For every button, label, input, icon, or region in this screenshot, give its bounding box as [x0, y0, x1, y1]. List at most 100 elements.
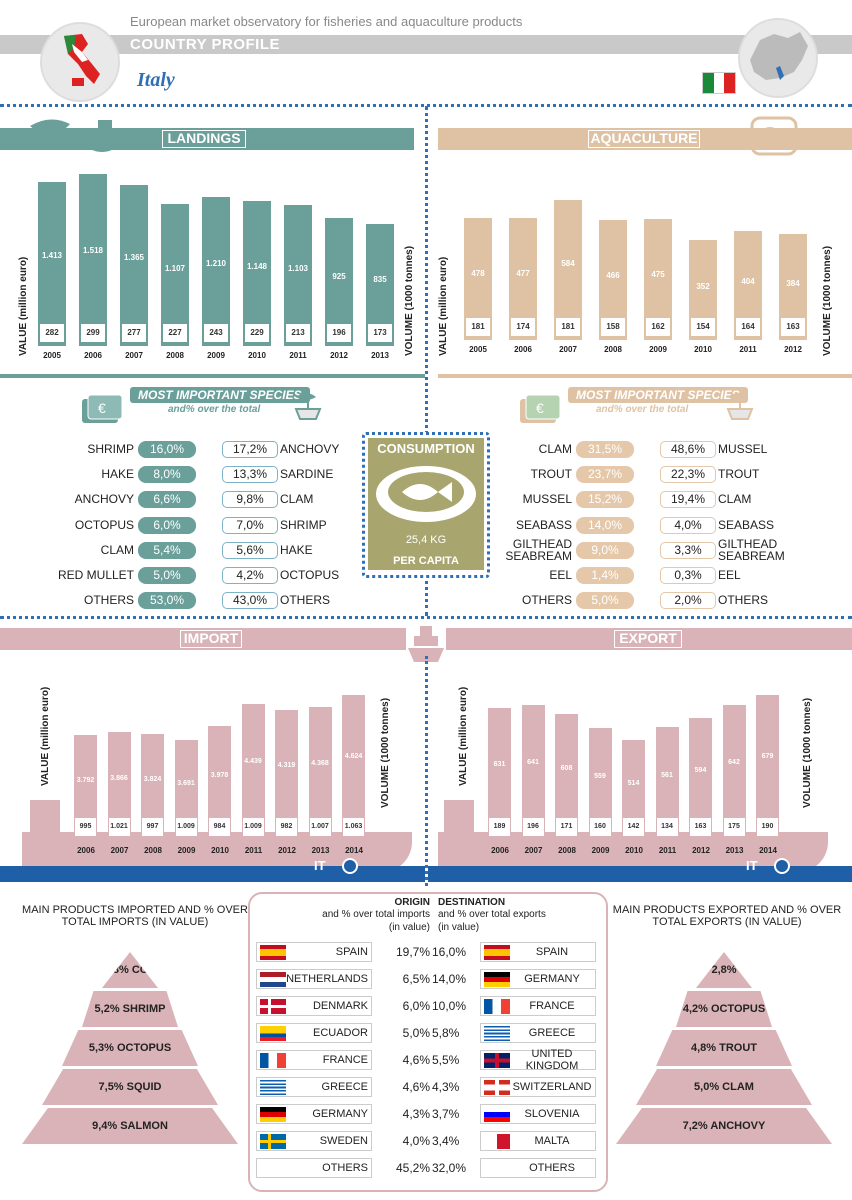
species_landings-volume-pct: 13,3%	[222, 466, 278, 484]
import-bar: 3.866 1.021	[107, 731, 131, 840]
landings-bar: 1.107 227	[161, 204, 189, 346]
landings-volume-label: 243	[204, 323, 228, 342]
export-volume-label: 196	[522, 817, 544, 836]
species_aquaculture-value-pct: 9,0%	[576, 541, 634, 559]
landings-year-label: 2011	[289, 351, 307, 360]
species_landings-volume-species: ANCHOVY	[280, 442, 340, 456]
aquaculture-year-label: 2009	[649, 345, 667, 354]
exported_products-tier: 4,8% TROUT	[656, 1030, 792, 1066]
import-bar: 3.978 984	[208, 726, 231, 840]
export-bar: 594 163	[689, 718, 712, 840]
species_aquaculture-volume-species: MUSSEL	[718, 442, 768, 456]
origin-pct: 6,5%	[402, 972, 430, 986]
landings-volume-label: 299	[81, 324, 105, 342]
species_landings-volume-species: OCTOPUS	[280, 568, 340, 582]
import-value-label: 4.439	[244, 758, 262, 766]
import-bar: 4.439 1.009	[241, 703, 265, 840]
destination-unit: (in value)	[438, 922, 480, 933]
exported-products-title: MAIN PRODUCTS EXPORTED AND % OVER TOTAL …	[612, 904, 842, 928]
export-value-label: 559	[594, 772, 606, 780]
species_landings-volume-species: SHRIMP	[280, 517, 327, 532]
import-year-label: 2008	[144, 846, 162, 855]
import-value-label: 4.624	[344, 753, 363, 760]
landings-value-label: 1.413	[41, 250, 63, 260]
aquaculture-volume-label: 164	[736, 317, 760, 336]
export-bar: 561 134	[655, 727, 679, 840]
trade-divider	[0, 616, 852, 619]
de-flag-icon	[484, 972, 510, 987]
aquaculture-y-axis-label: VALUE (million euro)	[438, 256, 449, 356]
consumption-amount: 25,4 KG	[405, 534, 447, 546]
landings-bar: 1.103 213	[284, 204, 312, 346]
import-year-label: 2009	[177, 846, 196, 855]
exported_products-tier: 5,0% CLAM	[636, 1069, 812, 1105]
species_aquaculture-volume-species: TROUT	[718, 467, 760, 482]
consumption-title: CONSUMPTION	[377, 441, 475, 456]
destination-pct: 14,0%	[432, 972, 467, 986]
species_aquaculture-volume-species: CLAM	[718, 492, 752, 507]
es-flag-icon	[260, 945, 286, 960]
landings-chart: 1.413 282 2005 1.518 299 2006 1.365 277 2007 1.10…	[0, 160, 425, 370]
top-divider	[0, 104, 852, 107]
aquaculture-bar: 478 181	[464, 218, 492, 340]
species_landings-value-species: CLAM	[100, 542, 134, 557]
export-value-label: 679	[761, 753, 774, 760]
aquaculture-value-label: 352	[696, 281, 710, 291]
origin-unit: (in value)	[388, 922, 430, 933]
origin-pct: 4,3%	[402, 1107, 430, 1121]
landings-year-label: 2012	[330, 351, 348, 360]
species_aquaculture-volume-species: OTHERS	[718, 593, 769, 608]
es-flag-icon	[484, 945, 510, 960]
import-year-label: 2010	[211, 846, 229, 855]
destination-pct: 16,0%	[432, 945, 467, 959]
import-year-label: 2013	[311, 846, 330, 855]
exported_products-tier: 4,2% OCTOPUS	[676, 991, 772, 1027]
center-divider-bottom	[425, 656, 428, 886]
landings-bar: 1.365 277	[120, 185, 148, 346]
export-value-label: 631	[493, 760, 506, 768]
origin-country: SWEDEN	[319, 1135, 368, 1147]
svg-text:€: €	[536, 400, 544, 416]
aquaculture-volume-label: 174	[511, 317, 535, 336]
origin-subtitle: and % over total imports	[322, 909, 430, 920]
export-ship-code: IT	[746, 858, 758, 873]
species_aquaculture-value-pct: 15,2%	[576, 491, 634, 509]
species_aquaculture-value-species: GILTHEAD SEABREAM	[505, 536, 572, 563]
destination-row	[480, 1158, 596, 1178]
ch-flag-icon	[484, 1080, 510, 1095]
import-bar: 3.691 1.009	[174, 740, 198, 840]
gr-flag-icon	[484, 1026, 510, 1041]
species_aquaculture-value-species: SEABASS	[515, 517, 572, 532]
italy-map-icon	[40, 22, 120, 102]
aquaculture-species-subtitle: and% over the total	[596, 404, 689, 415]
destination-pct: 3,4%	[432, 1134, 460, 1148]
species_landings-volume-pct: 9,8%	[222, 491, 278, 509]
export-year-label: 2013	[725, 846, 744, 855]
landings-bar: 925 196	[325, 217, 353, 346]
landings-bar: 1.518 299	[79, 174, 107, 346]
dk-flag-icon	[260, 999, 286, 1014]
export-value-label: 594	[694, 766, 707, 774]
aquaculture-year-label: 2008	[604, 345, 622, 354]
export-value-label: 642	[728, 759, 740, 767]
landings-species-title: MOST IMPORTANT SPECIES	[130, 387, 310, 403]
export-bar: 514 142	[622, 740, 645, 840]
import-volume-label: 984	[209, 817, 230, 836]
aquaculture-volume-label: 162	[646, 317, 670, 336]
landings-bar: 1.210 243	[202, 196, 230, 346]
landings-year-label: 2008	[166, 351, 184, 360]
species_aquaculture-volume-pct: 2,0%	[660, 592, 716, 610]
landings-value-label: 1.103	[287, 263, 309, 273]
export-year-label: 2010	[625, 846, 643, 855]
export-volume-label: 171	[556, 817, 577, 836]
destination-country: GREECE	[528, 1027, 576, 1039]
imported_products-tier: 7,5% SQUID	[42, 1069, 218, 1105]
import-volume-label: 995	[75, 817, 96, 836]
destination-country: SPAIN	[535, 946, 569, 958]
origin-row	[256, 1158, 372, 1178]
ec-flag-icon	[260, 1026, 286, 1041]
aquaculture-volume-label: 154	[691, 317, 715, 336]
landings-y-axis-label: VALUE (million euro)	[18, 256, 29, 356]
origin-country: NETHERLANDS	[286, 973, 368, 985]
import-value-label: 3.691	[177, 780, 195, 787]
